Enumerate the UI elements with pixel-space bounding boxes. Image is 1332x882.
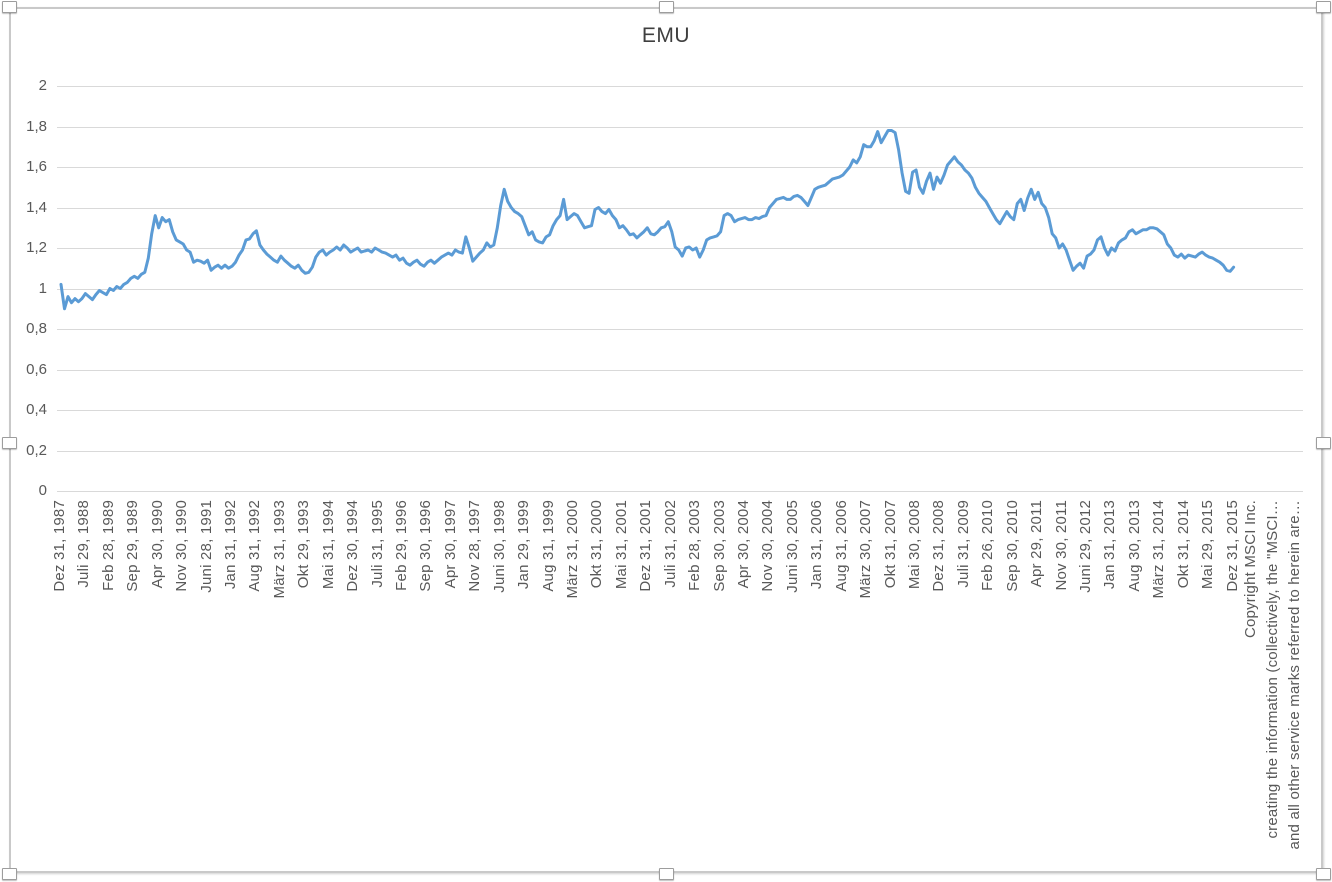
x-axis-label: Juli 31, 2002 bbox=[661, 500, 679, 588]
x-axis-label: Okt 31, 2014 bbox=[1174, 500, 1192, 589]
x-axis-label: Jan 29, 1999 bbox=[515, 500, 533, 590]
selection-handle-middle-right[interactable] bbox=[1316, 437, 1331, 449]
x-axis-label: Sep 29, 1989 bbox=[124, 500, 142, 592]
plot-area[interactable] bbox=[57, 86, 1303, 491]
selection-handle-top-left[interactable] bbox=[2, 1, 17, 13]
x-axis-label: Dez 31, 1987 bbox=[51, 500, 68, 592]
x-axis-label: Nov 28, 1997 bbox=[466, 500, 484, 592]
copyright-footnote-label: Copyright MSCI Inc. bbox=[1242, 500, 1259, 639]
y-axis-label: 1 bbox=[38, 279, 47, 297]
x-axis-label: März 31, 1993 bbox=[270, 500, 288, 599]
x-axis-label: Okt 29, 1993 bbox=[295, 500, 313, 589]
gridline bbox=[57, 329, 1303, 330]
y-axis-label: 0,4 bbox=[26, 401, 47, 418]
copyright-footnote-label: creating the information (collectively, … bbox=[1264, 500, 1281, 839]
y-axis-label: 2 bbox=[38, 77, 47, 94]
x-axis-label: Aug 31, 1992 bbox=[246, 500, 264, 592]
x-axis-label: Feb 28, 1989 bbox=[99, 500, 117, 591]
x-axis-label: Juni 28, 1991 bbox=[197, 500, 215, 593]
gridline bbox=[57, 410, 1303, 411]
x-axis-label: Okt 31, 2000 bbox=[588, 500, 606, 589]
x-axis-label: Mai 30, 2008 bbox=[906, 500, 924, 590]
x-axis-label: März 30, 2007 bbox=[857, 500, 875, 599]
x-axis-label: Dez 31, 2015 bbox=[1223, 500, 1241, 592]
selection-handle-bottom-left[interactable] bbox=[2, 868, 17, 880]
x-axis-label: Apr 30, 1990 bbox=[148, 500, 166, 589]
x-axis-label: Apr 29, 2011 bbox=[1028, 500, 1046, 588]
x-axis-label: Sep 30, 1996 bbox=[417, 500, 435, 592]
series-line-emu[interactable] bbox=[59, 129, 1236, 311]
x-axis-label: Aug 31, 2006 bbox=[832, 500, 850, 592]
x-axis-label: Feb 29, 1996 bbox=[393, 500, 411, 591]
x-axis-label: Nov 30, 2004 bbox=[759, 500, 777, 592]
x-axis-label: Jan 31, 2013 bbox=[1101, 500, 1119, 590]
gridline bbox=[57, 86, 1303, 87]
gridline bbox=[57, 207, 1303, 209]
selection-handle-bottom-right[interactable] bbox=[1316, 868, 1331, 880]
x-axis-label: Sep 30, 2010 bbox=[1003, 500, 1021, 592]
x-axis-label: Nov 30, 2011 bbox=[1052, 500, 1070, 591]
y-axis-label: 1,6 bbox=[26, 158, 47, 175]
selection-handle-top-right[interactable] bbox=[1316, 1, 1331, 13]
x-axis-label: Dez 31, 2008 bbox=[930, 500, 948, 592]
gridline bbox=[57, 491, 1303, 492]
x-axis-label: Dez 30, 1994 bbox=[344, 500, 362, 592]
x-axis-label: März 31, 2000 bbox=[564, 500, 582, 599]
x-axis-label: Juli 29, 1988 bbox=[75, 500, 93, 588]
x-axis-label: Apr 30, 1997 bbox=[441, 500, 459, 589]
y-axis-label: 0 bbox=[38, 482, 47, 499]
y-axis-label: 1,4 bbox=[26, 198, 47, 216]
x-axis-label: Sep 30, 2003 bbox=[710, 500, 728, 592]
x-axis-label: Mai 29, 2015 bbox=[1199, 500, 1217, 590]
x-axis-label: Juni 30, 1998 bbox=[490, 500, 508, 593]
x-axis-label: Dez 31, 2001 bbox=[637, 500, 655, 592]
selection-handle-bottom-center[interactable] bbox=[659, 868, 674, 880]
gridline bbox=[57, 248, 1303, 249]
x-axis-label: Jan 31, 2006 bbox=[808, 500, 826, 590]
x-axis-label: Juli 31, 1995 bbox=[368, 500, 386, 588]
gridline bbox=[57, 167, 1303, 168]
gridline bbox=[57, 288, 1303, 290]
y-axis-label: 1,8 bbox=[26, 117, 47, 135]
y-axis-label: 0,2 bbox=[26, 441, 47, 459]
copyright-footnote-label: and all other service marks referred to … bbox=[1286, 500, 1303, 850]
x-axis-label: Aug 31, 1999 bbox=[539, 500, 557, 592]
x-axis-label: Aug 30, 2013 bbox=[1125, 500, 1143, 592]
selection-handle-middle-left[interactable] bbox=[2, 437, 17, 449]
x-axis-label: Jan 31, 1992 bbox=[222, 500, 239, 590]
gridline bbox=[57, 450, 1303, 452]
x-axis-label: Juni 30, 2005 bbox=[783, 500, 801, 593]
x-axis-label: Mai 31, 1994 bbox=[319, 500, 337, 590]
chart-title[interactable]: EMU bbox=[641, 24, 691, 47]
gridline bbox=[57, 126, 1303, 128]
x-axis-label: März 31, 2014 bbox=[1150, 500, 1168, 599]
gridline bbox=[57, 369, 1303, 371]
selection-handle-top-center[interactable] bbox=[659, 1, 674, 13]
y-axis-label: 0,8 bbox=[26, 320, 47, 337]
y-axis-label: 0,6 bbox=[26, 360, 47, 378]
chart-object-frame[interactable] bbox=[9, 7, 1323, 873]
y-axis-label: 1,2 bbox=[26, 239, 47, 256]
x-axis-label: Feb 28, 2003 bbox=[686, 500, 704, 591]
x-axis-label: Feb 26, 2010 bbox=[979, 500, 997, 591]
x-axis-label: Nov 30, 1990 bbox=[173, 500, 191, 592]
x-axis-label: Juli 31, 2009 bbox=[954, 500, 972, 588]
x-axis-label: Apr 30, 2004 bbox=[735, 500, 753, 589]
x-axis-label: Mai 31, 2001 bbox=[612, 500, 630, 590]
x-axis-label: Juni 29, 2012 bbox=[1077, 500, 1095, 593]
x-axis-label: Okt 31, 2007 bbox=[881, 500, 899, 589]
